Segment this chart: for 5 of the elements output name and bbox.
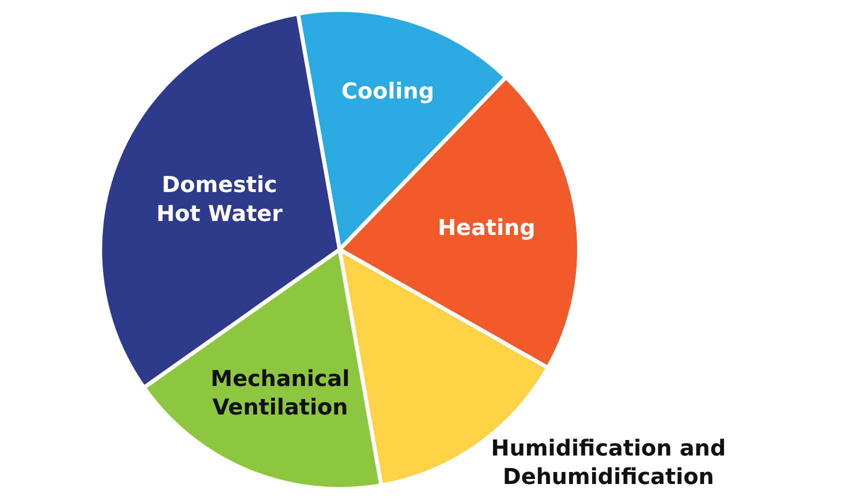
slice-label: Heating [438,216,536,241]
slice-label: Cooling [341,79,434,104]
slice-label: Humidification and Dehumidification [491,436,726,490]
slice-label: Domestic Hot Water [156,173,283,227]
slice-label: Mechanical Ventilation [210,366,350,420]
